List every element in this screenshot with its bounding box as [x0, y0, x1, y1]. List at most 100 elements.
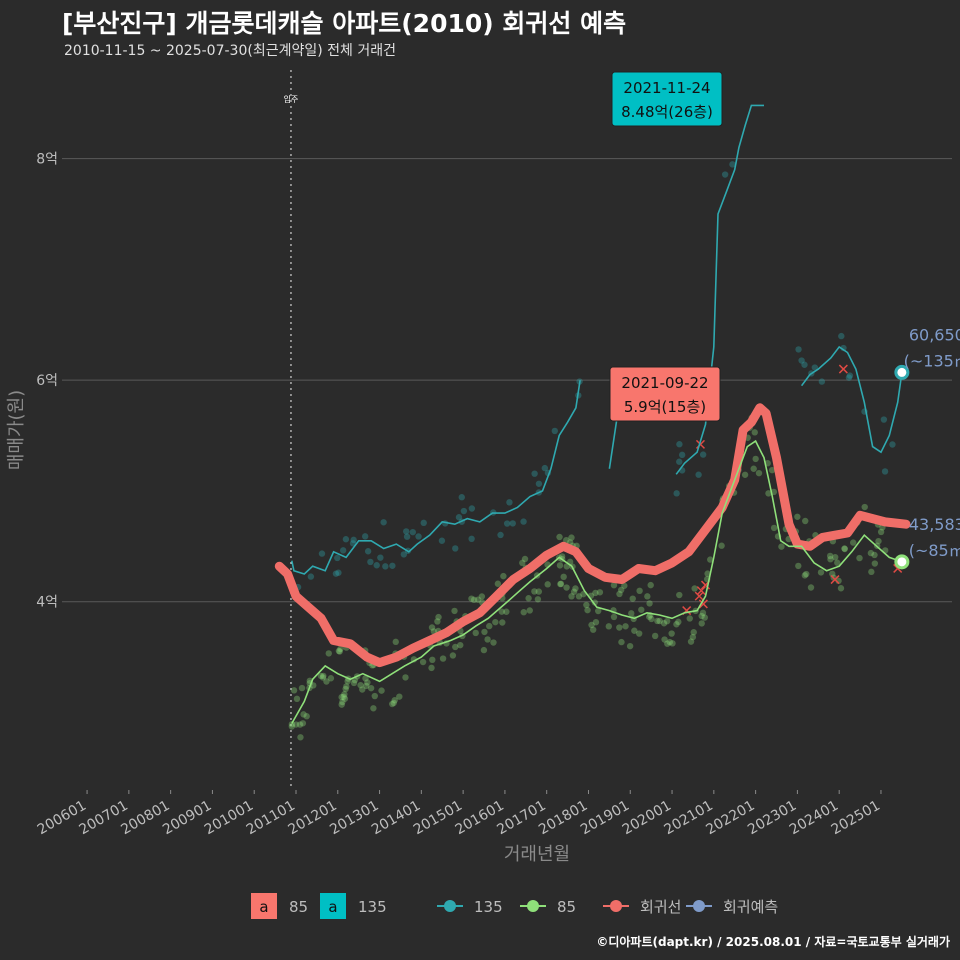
transaction-point-85	[755, 469, 763, 477]
transaction-point-85	[701, 614, 708, 621]
legend-box-key: a	[328, 898, 337, 916]
y-tick-label: 8억	[36, 152, 58, 168]
cancelled-deal-marker	[695, 439, 705, 449]
transaction-point-85	[617, 586, 625, 594]
transaction-point-85	[687, 638, 695, 645]
transaction-point-85	[519, 559, 526, 567]
transaction-point-85	[803, 570, 810, 578]
transaction-point-85	[752, 455, 759, 463]
transaction-point-85	[616, 624, 623, 631]
transaction-point-85	[492, 618, 499, 626]
transaction-point-85	[861, 503, 868, 511]
transaction-point-135	[695, 471, 702, 478]
transaction-point-135	[531, 470, 538, 477]
transaction-point-85	[610, 613, 618, 621]
transaction-point-85	[560, 573, 567, 581]
transaction-point-85	[500, 572, 507, 580]
transaction-point-135	[795, 346, 802, 353]
transaction-point-85	[605, 623, 613, 630]
callout-regression-box	[609, 366, 721, 422]
transaction-point-85	[837, 585, 845, 592]
transaction-point-85	[592, 618, 600, 626]
y-axis-title: 매매가(원)	[6, 390, 27, 470]
transaction-point-85	[449, 652, 457, 659]
transaction-point-85	[629, 595, 636, 602]
transaction-point-135	[889, 441, 896, 448]
transaction-point-85	[391, 697, 398, 704]
transaction-point-135	[673, 490, 680, 497]
series-135-end-area: (~135㎡)	[904, 351, 960, 370]
legend-line-dot	[693, 900, 705, 912]
transaction-point-85	[718, 542, 725, 549]
cancelled-deal-marker	[830, 575, 840, 585]
transaction-point-135	[438, 537, 446, 544]
transaction-point-85	[293, 695, 301, 703]
transaction-point-85	[802, 517, 809, 525]
legend-line-dot	[527, 900, 539, 912]
transaction-point-85	[877, 528, 885, 536]
transaction-point-85	[686, 615, 693, 622]
transaction-point-135	[460, 507, 468, 515]
transaction-point-85	[531, 588, 538, 595]
transaction-point-135	[678, 451, 686, 459]
transaction-point-135	[377, 554, 384, 561]
transaction-point-85	[474, 596, 482, 603]
transaction-point-135	[699, 451, 707, 458]
callout-regression-price: 5.9억(15층)	[624, 398, 706, 416]
transaction-point-85	[339, 698, 346, 706]
transaction-point-85	[499, 619, 506, 626]
transaction-point-135	[339, 547, 347, 554]
transaction-point-135	[541, 464, 549, 472]
transaction-point-85	[563, 584, 570, 591]
transaction-point-85	[335, 647, 343, 655]
transaction-point-85	[622, 623, 629, 630]
transaction-point-85	[338, 701, 345, 708]
transaction-point-85	[290, 687, 298, 694]
transaction-point-85	[357, 681, 364, 689]
transaction-point-85	[676, 591, 683, 599]
transaction-point-85	[490, 639, 497, 646]
transaction-point-85	[675, 618, 682, 626]
legend-line-label: 회귀선	[640, 898, 681, 916]
transaction-point-85	[583, 601, 590, 609]
legend-line-dot	[444, 900, 456, 912]
transaction-point-85	[370, 705, 377, 712]
transaction-point-135	[880, 416, 888, 423]
transaction-point-85	[300, 711, 307, 718]
transaction-point-85	[591, 599, 598, 606]
series-135-end-marker	[894, 364, 910, 380]
transaction-point-85	[690, 629, 697, 636]
series-85-end-area: (~85㎡)	[909, 541, 960, 560]
transaction-point-85	[794, 513, 801, 520]
transaction-point-85	[575, 593, 583, 600]
transaction-point-85	[556, 562, 564, 569]
transaction-point-135	[400, 551, 408, 558]
transaction-point-85	[296, 721, 304, 728]
transaction-point-85	[472, 629, 479, 637]
transaction-point-85	[699, 609, 707, 617]
transaction-point-85	[557, 580, 564, 588]
transaction-point-85	[698, 612, 705, 620]
transaction-point-85	[484, 636, 491, 643]
transaction-point-85	[557, 580, 565, 588]
transaction-point-85	[689, 633, 697, 641]
transaction-point-85	[570, 588, 578, 595]
transaction-point-135	[334, 554, 341, 562]
transaction-point-85	[362, 675, 369, 682]
transaction-point-85	[636, 587, 643, 595]
transaction-point-85	[795, 562, 802, 570]
callout-135-date: 2021-11-24	[623, 79, 710, 97]
transaction-point-85	[337, 645, 344, 653]
cancelled-deal-marker	[698, 599, 708, 609]
transaction-point-135	[535, 480, 543, 487]
transaction-point-85	[320, 672, 327, 680]
transaction-point-85	[350, 679, 358, 687]
transaction-point-85	[707, 556, 714, 563]
transaction-point-85	[645, 613, 653, 620]
transaction-point-135	[676, 441, 683, 448]
cancelled-deal-marker	[696, 586, 706, 596]
transaction-point-85	[663, 617, 671, 625]
transaction-point-85	[654, 617, 661, 625]
transaction-point-135	[503, 520, 511, 527]
transaction-point-85	[364, 679, 371, 686]
